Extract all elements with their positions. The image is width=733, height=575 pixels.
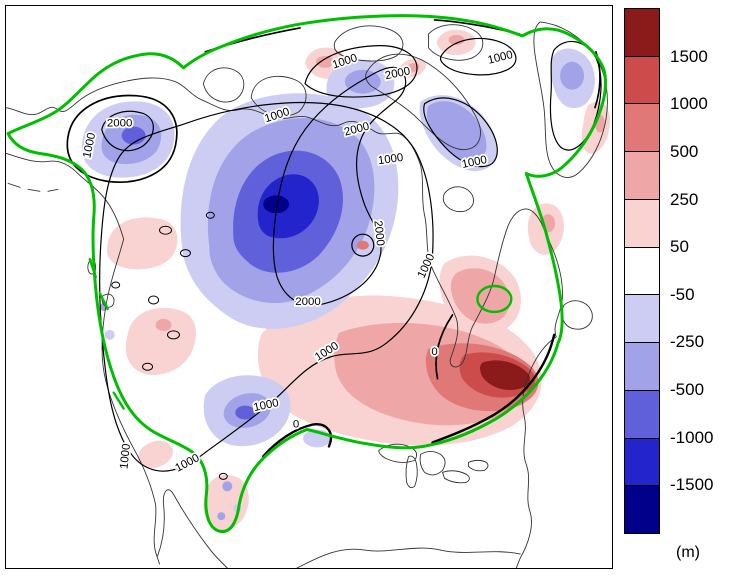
colorbar-ticks: 1500 1000 500 250 50 -50 -250 -500 -1000 -1500 xyxy=(670,9,730,533)
coastline-gulf xyxy=(296,547,521,568)
contour-label: 1000 xyxy=(377,152,404,167)
colorbar-segment xyxy=(625,56,659,105)
contour-alaska-2000 xyxy=(101,110,154,152)
contour-1000-main xyxy=(99,102,434,472)
ice-margin-outline xyxy=(6,14,608,533)
contour-alaska-block xyxy=(66,94,178,183)
lake-huron xyxy=(419,450,446,476)
map-panel: 1000 2000 1000 1000 2000 1000 2000 1000 1000 2000… xyxy=(5,5,613,569)
ice-margin-coastal-speck xyxy=(98,291,109,311)
anomaly-neg-2 xyxy=(217,512,226,521)
contour-label: 1000 xyxy=(416,252,438,280)
coastline-baja-gulf xyxy=(157,489,228,568)
coastline-alaska-south xyxy=(6,153,125,240)
contour-squiggle xyxy=(167,330,180,340)
colorbar-segment xyxy=(625,343,659,391)
anomaly-neg-1 xyxy=(104,329,115,340)
anomaly-pos-2 xyxy=(155,318,172,331)
colorbar-segment xyxy=(625,104,659,153)
anomaly-field-group xyxy=(81,29,611,531)
contour-devon-1000 xyxy=(439,37,517,76)
anomaly-pos-1 xyxy=(138,440,173,469)
colorbar-tick-label: 500 xyxy=(670,141,699,161)
contour-label: 1000 xyxy=(487,49,515,67)
contour-2000-main xyxy=(272,66,407,306)
anomaly-pos-3 xyxy=(356,240,369,250)
anomaly-neg-5 xyxy=(263,195,290,214)
colorbar-tick-label: 1000 xyxy=(670,94,708,114)
lake-ontario xyxy=(467,459,489,472)
colorbar-segment xyxy=(625,438,659,487)
contour-label: 2000 xyxy=(107,118,132,130)
island-newfoundland xyxy=(561,300,593,330)
colorbar-tick-label: 50 xyxy=(670,237,689,257)
anomaly-pos-2 xyxy=(448,34,465,45)
contour-label: 0 xyxy=(293,419,299,431)
colorbar-segment xyxy=(625,247,659,296)
contour-squiggle xyxy=(205,211,215,219)
ice-margin-coastal-speck xyxy=(88,257,97,279)
ice-margin-ring xyxy=(476,284,513,314)
colorbar-tick-label: -1500 xyxy=(670,475,714,495)
island-devon xyxy=(428,24,484,61)
colorbar-tick-label: -500 xyxy=(670,380,705,400)
lake-erie xyxy=(442,470,470,484)
island-banks xyxy=(202,67,245,103)
contour-squiggle xyxy=(218,472,228,480)
colorbar-segment xyxy=(625,199,659,248)
island-vancouver xyxy=(101,293,115,308)
contour-0-southeast xyxy=(431,333,556,444)
coastline-pacific xyxy=(101,238,160,565)
anomaly-neg-2 xyxy=(344,69,381,94)
island-victoria xyxy=(250,75,307,117)
anomaly-pos-5 xyxy=(479,360,531,390)
colorbar-unit-label: (m) xyxy=(676,544,700,561)
coastline-arctic-mainland xyxy=(6,77,563,568)
contour-label: 1000 xyxy=(173,452,201,475)
anomaly-pos-2 xyxy=(315,55,334,68)
colorbar-tick-label: -250 xyxy=(670,332,705,352)
anomaly-neg-3 xyxy=(235,405,256,420)
island-southampton xyxy=(442,186,474,213)
coastline-aleutians xyxy=(7,182,59,192)
contour-squiggle xyxy=(159,225,172,235)
colorbar xyxy=(624,8,660,534)
contour-squiggle xyxy=(179,249,191,258)
colorbar-segment xyxy=(625,390,659,439)
contour-squiggle xyxy=(111,281,121,289)
anomaly-neg-2 xyxy=(560,61,585,90)
island-baffin xyxy=(365,53,481,150)
anomaly-pos-2 xyxy=(450,268,510,324)
contour-squiggle xyxy=(148,295,160,305)
contour-baffin-1000 xyxy=(423,97,498,168)
lake-superior xyxy=(378,443,418,463)
contour-ring-reddot xyxy=(351,233,375,257)
contour-squiggle xyxy=(142,362,154,371)
colorbar-tick-label: 1500 xyxy=(670,46,708,66)
lake-michigan xyxy=(405,455,418,489)
contour-label: 0 xyxy=(431,346,437,358)
anomaly-pos-1 xyxy=(125,307,196,375)
ice-margin-coastal-speck xyxy=(112,391,125,410)
anomaly-neg-2 xyxy=(426,101,487,162)
colorbar-segment xyxy=(625,295,659,344)
island-haida xyxy=(87,259,97,275)
colorbar-segment xyxy=(625,152,659,200)
colorbar-panel: 1500 1000 500 250 50 -50 -250 -500 -1000 -1500 (m… xyxy=(624,8,730,570)
anomaly-pos-2 xyxy=(405,62,420,73)
colorbar-tick-label: 250 xyxy=(670,189,699,209)
colorbar-segment xyxy=(625,9,659,57)
contour-islands-1000 xyxy=(304,45,418,98)
colorbar-segment xyxy=(625,486,659,534)
contour-label: 2000 xyxy=(371,220,386,247)
contour-label: 2000 xyxy=(295,296,320,308)
ice-margin-group xyxy=(6,14,608,533)
contour-label: 1000 xyxy=(118,443,133,470)
colorbar-tick-label: -50 xyxy=(670,284,695,304)
contour-0-finger xyxy=(435,314,454,380)
colorbar-tick-label: -1000 xyxy=(670,427,714,447)
anomaly-neg-2 xyxy=(222,481,233,492)
